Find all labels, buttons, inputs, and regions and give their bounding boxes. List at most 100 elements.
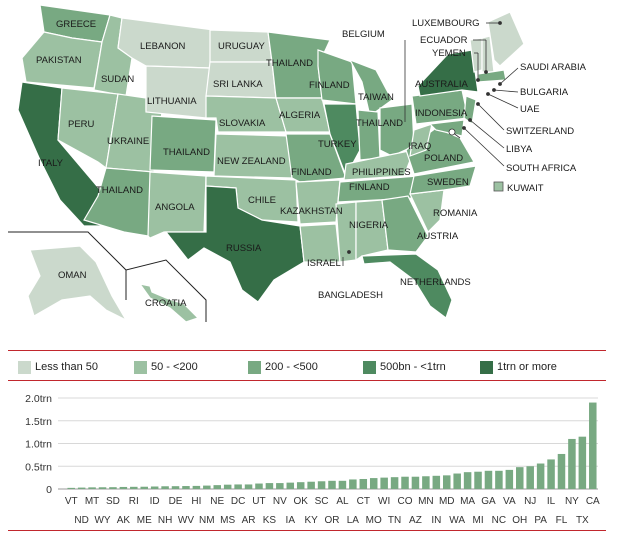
legend-label: 1trn or more bbox=[497, 361, 557, 373]
bar-ut[interactable] bbox=[255, 483, 263, 489]
bar-tn[interactable] bbox=[390, 477, 399, 489]
state-wisconsin[interactable] bbox=[317, 49, 357, 105]
state-ohio[interactable] bbox=[379, 103, 415, 157]
bar-ak[interactable] bbox=[119, 486, 128, 489]
bar-mt[interactable] bbox=[88, 487, 96, 489]
bar-ca[interactable] bbox=[589, 402, 597, 489]
state-georgia[interactable] bbox=[381, 195, 429, 253]
bar-ms[interactable] bbox=[223, 484, 232, 489]
bar-de[interactable] bbox=[171, 486, 180, 489]
bar-wi[interactable] bbox=[380, 477, 388, 489]
bar-in[interactable] bbox=[432, 475, 441, 489]
bar-mi[interactable] bbox=[474, 471, 482, 489]
bar-nv[interactable] bbox=[276, 483, 284, 489]
state-colorado[interactable] bbox=[149, 115, 217, 173]
bar-hi[interactable] bbox=[192, 485, 201, 489]
state-new-jersey[interactable] bbox=[463, 95, 477, 126]
bar-la[interactable] bbox=[349, 479, 357, 489]
x-tick-label: AR bbox=[242, 515, 256, 526]
bar-ne[interactable] bbox=[213, 485, 222, 489]
state-north-carolina[interactable] bbox=[409, 165, 477, 195]
bar-nh[interactable] bbox=[161, 486, 169, 489]
bar-ia[interactable] bbox=[286, 482, 295, 489]
x-tick-label: CO bbox=[398, 496, 413, 507]
bar-id[interactable] bbox=[150, 486, 159, 489]
state-arkansas[interactable] bbox=[295, 179, 341, 225]
bar-al[interactable] bbox=[338, 480, 347, 489]
legend-item-200-500: 200 - <500 bbox=[248, 358, 318, 376]
bar-mo[interactable] bbox=[369, 478, 378, 489]
legend-label: 50 - <200 bbox=[151, 361, 198, 373]
bar-or[interactable] bbox=[328, 480, 336, 489]
state-hawaii[interactable] bbox=[138, 283, 200, 323]
legend-label: Less than 50 bbox=[35, 361, 98, 373]
bar-me[interactable] bbox=[140, 486, 148, 489]
x-tick-label: HI bbox=[191, 496, 201, 507]
bar-nd[interactable] bbox=[77, 487, 86, 489]
bar-il[interactable] bbox=[547, 459, 555, 489]
bar-ks[interactable] bbox=[265, 483, 274, 489]
label-greece: GREECE bbox=[56, 19, 96, 30]
bar-ct[interactable] bbox=[359, 478, 368, 489]
bar-dc[interactable] bbox=[234, 484, 242, 489]
label-lebanon: LEBANON bbox=[140, 41, 186, 52]
state-louisiana[interactable] bbox=[299, 223, 341, 263]
bar-nj[interactable] bbox=[526, 466, 534, 489]
label-australia: AUSTRALIA bbox=[415, 79, 468, 90]
bar-vt[interactable] bbox=[67, 487, 75, 489]
state-maryland[interactable] bbox=[428, 119, 465, 137]
legend-item-500bn-1trn: 500bn - <1trn bbox=[363, 358, 446, 376]
callout-labels: LUXEMBOURG ECUADOR YEMEN SAUDI ARABIA BU… bbox=[412, 18, 587, 194]
x-tick-label: MI bbox=[472, 515, 483, 526]
bar-ri[interactable] bbox=[130, 486, 138, 489]
state-alabama[interactable] bbox=[355, 199, 389, 262]
state-new-york[interactable] bbox=[417, 49, 479, 97]
bar-nc[interactable] bbox=[495, 470, 503, 489]
label-thailand-co: THAILAND bbox=[163, 147, 210, 158]
bar-mn[interactable] bbox=[422, 476, 430, 489]
state-missouri[interactable] bbox=[285, 133, 347, 183]
bar-va[interactable] bbox=[505, 469, 514, 489]
bar-wa[interactable] bbox=[453, 473, 461, 489]
x-tick-label: MA bbox=[460, 496, 475, 507]
x-tick-label: MO bbox=[366, 515, 382, 526]
bar-ny[interactable] bbox=[568, 438, 576, 489]
x-tick-label: NY bbox=[565, 496, 579, 507]
bar-co[interactable] bbox=[401, 476, 409, 489]
x-tick-label: FL bbox=[556, 515, 568, 526]
bar-fl[interactable] bbox=[557, 453, 566, 489]
bar-md[interactable] bbox=[442, 475, 451, 489]
label-taiwan: TAIWAN bbox=[358, 92, 394, 103]
state-florida[interactable] bbox=[361, 253, 453, 319]
bar-az[interactable] bbox=[411, 476, 420, 489]
x-tick-label: IN bbox=[431, 515, 441, 526]
state-west-virginia[interactable] bbox=[409, 123, 433, 157]
state-alaska[interactable] bbox=[27, 245, 128, 322]
state-maine[interactable] bbox=[487, 11, 525, 67]
x-tick-label: WI bbox=[378, 496, 390, 507]
bar-pa[interactable] bbox=[536, 463, 545, 489]
bar-ky[interactable] bbox=[307, 481, 315, 489]
bar-oh[interactable] bbox=[516, 467, 524, 489]
state-nevada[interactable] bbox=[57, 87, 119, 170]
bar-nm[interactable] bbox=[203, 485, 211, 489]
bar-wy[interactable] bbox=[98, 487, 107, 489]
state-kentucky[interactable] bbox=[343, 149, 415, 181]
bar-tx[interactable] bbox=[578, 436, 587, 489]
label-chile: CHILE bbox=[248, 195, 276, 206]
x-tick-label: WY bbox=[94, 515, 110, 526]
kuwait-box bbox=[493, 181, 504, 192]
label-ecuador: ECUADOR bbox=[420, 35, 468, 46]
state-wyoming[interactable] bbox=[145, 65, 211, 119]
label-turkey: TURKEY bbox=[318, 139, 357, 150]
bar-ar[interactable] bbox=[244, 484, 253, 489]
bar-sc[interactable] bbox=[317, 481, 326, 489]
label-finland-tn: FINLAND bbox=[349, 182, 390, 193]
bar-ma[interactable] bbox=[463, 472, 472, 489]
bar-ok[interactable] bbox=[296, 482, 305, 489]
bar-ga[interactable] bbox=[484, 470, 493, 489]
bar-wv[interactable] bbox=[182, 486, 190, 489]
label-oman: OMAN bbox=[58, 270, 87, 281]
bar-sd[interactable] bbox=[109, 487, 117, 489]
map-labels: GREECE LEBANON URUGUAY PAKISTAN SUDAN TH… bbox=[36, 19, 478, 309]
